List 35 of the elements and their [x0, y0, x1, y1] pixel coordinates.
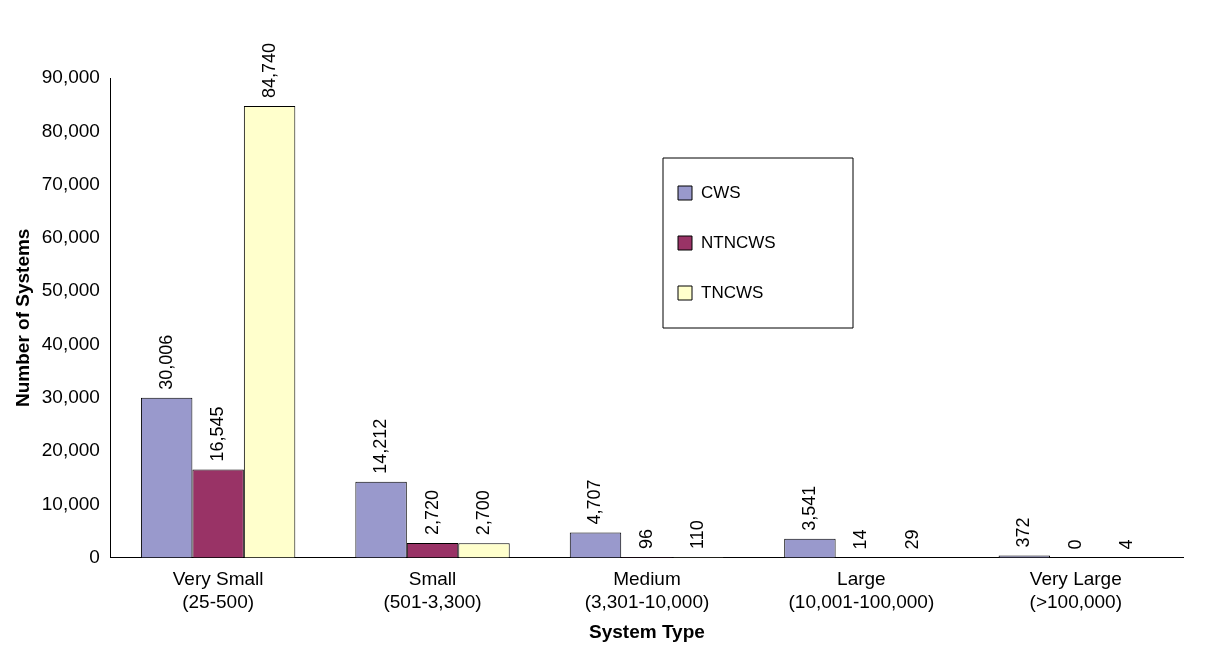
y-axis-title: Number of Systems — [11, 228, 33, 408]
y-tick-label: 80,000 — [41, 119, 100, 141]
data-label: 372 — [1013, 517, 1034, 548]
data-label: 3,541 — [798, 485, 819, 531]
data-label: 0 — [1064, 539, 1085, 550]
y-tick-label: 60,000 — [41, 226, 100, 248]
data-label: 84,740 — [258, 42, 279, 99]
data-label: 4,707 — [584, 479, 605, 525]
data-label: 96 — [635, 529, 656, 550]
data-label: 29 — [901, 529, 922, 550]
data-label: 2,720 — [421, 490, 442, 536]
legend-label: CWS — [701, 182, 741, 202]
legend-label: NTNCWS — [701, 232, 776, 252]
x-tick-label: Medium (3,301-10,000) — [584, 568, 710, 613]
data-label: 2,700 — [472, 490, 493, 536]
y-tick-label: 30,000 — [41, 385, 100, 407]
y-tick-label: 40,000 — [41, 332, 100, 354]
data-label: 110 — [687, 520, 708, 550]
legend-label: TNCWS — [701, 282, 764, 302]
data-label: 4 — [1116, 539, 1137, 550]
y-tick-label: 10,000 — [41, 492, 100, 514]
x-tick-label: Large (10,001-100,000) — [788, 568, 935, 613]
x-axis-title: System Type — [589, 620, 705, 642]
x-tick-label: Very Small (25-500) — [172, 568, 264, 613]
y-tick-label: 90,000 — [41, 66, 100, 88]
y-tick-label: 70,000 — [41, 172, 100, 194]
data-label: 14,212 — [370, 418, 391, 474]
data-label: 14 — [850, 529, 871, 550]
data-label: 16,545 — [207, 406, 228, 462]
x-tick-label: Small (501-3,300) — [383, 568, 482, 613]
data-label: 30,006 — [155, 334, 176, 390]
y-tick-label: 50,000 — [41, 279, 100, 301]
x-tick-label: Very Large (>100,000) — [1029, 568, 1123, 613]
y-tick-label: 0 — [89, 545, 100, 567]
y-tick-label: 20,000 — [41, 439, 100, 461]
